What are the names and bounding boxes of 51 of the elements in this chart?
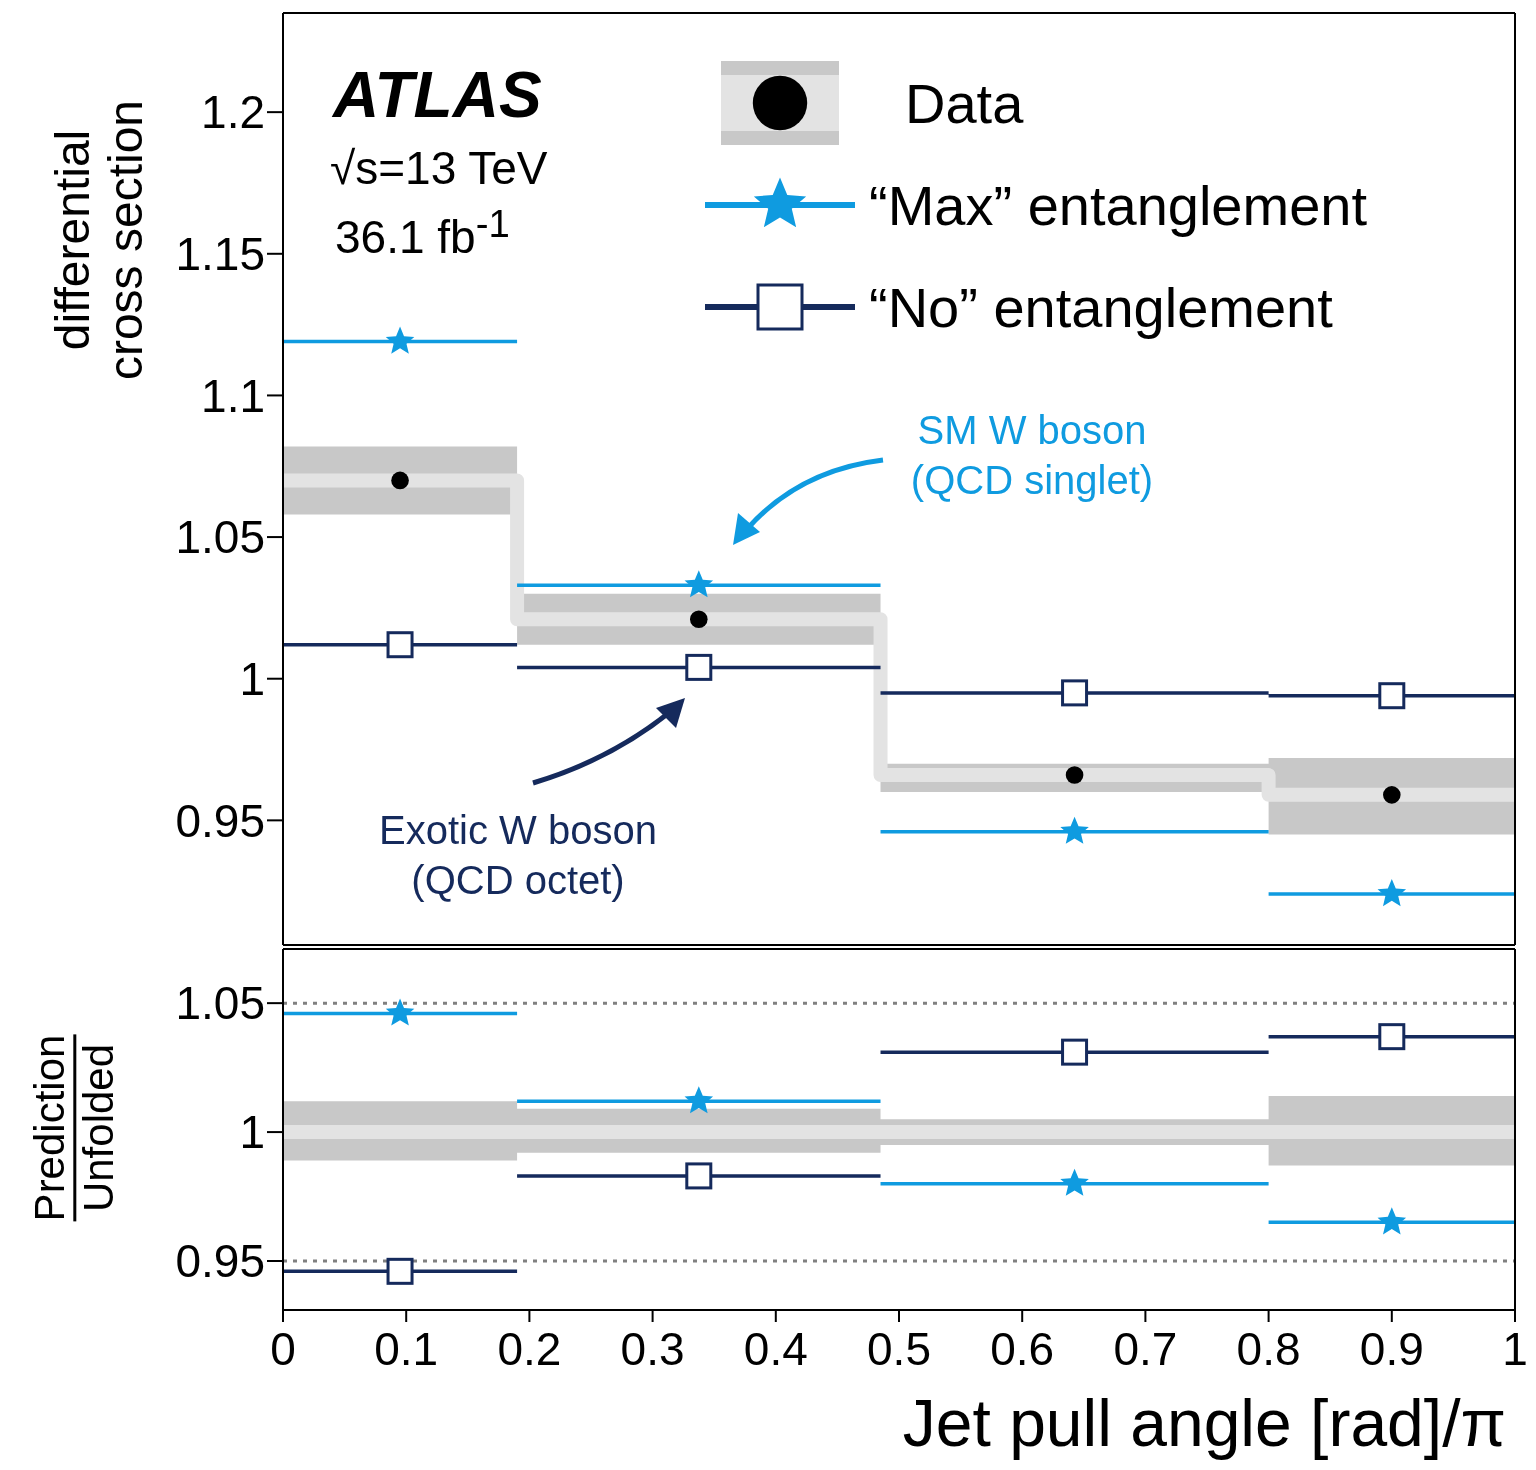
annotation: SM W boson (QCD singlet) [909,407,1155,504]
x-tick-label: 0.2 [497,1322,562,1375]
annotation: Exotic W boson (QCD octet) [378,807,658,904]
point [685,653,713,681]
legend-label: Data [905,70,1024,136]
point [391,471,409,490]
point [684,570,714,598]
y-tick-label: 1.05 [175,977,265,1030]
point [1378,682,1406,710]
x-tick-label: 0.4 [743,1322,808,1375]
y-tick-label: 0.95 [175,794,265,847]
y-tick-label: 1.15 [175,228,265,281]
point [1377,879,1407,907]
x-axis-title: Jet pull angle [rad]/π [902,1385,1506,1461]
annotation: √s=13 TeV [330,141,548,196]
point [1060,816,1089,844]
y-tick-label: 1.1 [201,369,265,422]
point [1383,786,1401,804]
y-axis-title: differential cross section [46,99,153,381]
point [385,326,415,354]
y-tick-label: 1 [239,653,265,706]
y-tick-label: 1 [239,1106,265,1159]
x-tick-label: 0.5 [867,1322,931,1375]
x-tick-label: 0.3 [620,1322,685,1375]
point [1060,1168,1089,1196]
legend-label: “Max” entanglement [869,172,1368,238]
annotation: ATLAS [333,58,542,133]
point [684,1086,714,1114]
y-tick-label: 1.2 [201,86,265,139]
x-tick-label: 0.7 [1113,1322,1178,1375]
point [385,998,415,1026]
y-axis-title: Prediction Unfolded [26,1034,123,1222]
x-tick-label: 0.9 [1359,1322,1424,1375]
point [1061,1038,1089,1066]
point [1061,679,1089,707]
point [690,610,708,629]
y-tick-label: 1.05 [175,511,265,564]
x-tick-label: 0.1 [374,1322,439,1375]
x-tick-label: 0.6 [990,1322,1055,1375]
point [1377,1207,1407,1235]
y-tick-label: 0.95 [175,1235,265,1288]
point [1065,766,1084,784]
point [386,631,414,659]
x-tick-label: 0.8 [1236,1322,1301,1375]
point [1378,1023,1406,1051]
point [685,1162,713,1190]
x-tick-label: 0 [270,1322,296,1375]
x-tick-label: 1 [1502,1322,1528,1375]
annotation: 36.1 fb$^{-1}$ [335,201,510,266]
legend-label: “No” entanglement [869,274,1333,340]
point [386,1257,414,1285]
